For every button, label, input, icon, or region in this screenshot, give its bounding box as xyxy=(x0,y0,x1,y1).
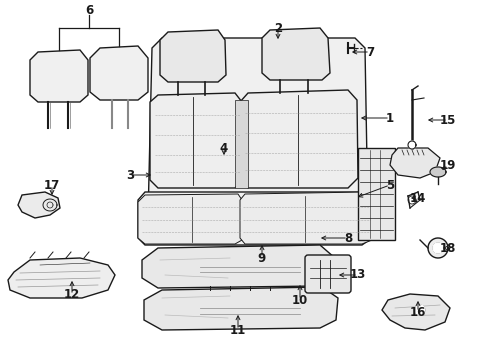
Polygon shape xyxy=(381,294,449,330)
Text: 3: 3 xyxy=(126,168,134,181)
Polygon shape xyxy=(427,238,447,258)
Text: 7: 7 xyxy=(365,45,373,59)
Polygon shape xyxy=(142,245,334,288)
Text: 16: 16 xyxy=(409,306,426,319)
Polygon shape xyxy=(30,50,88,102)
Text: 18: 18 xyxy=(439,242,455,255)
Polygon shape xyxy=(414,305,424,315)
Text: 19: 19 xyxy=(439,158,455,171)
Text: 10: 10 xyxy=(291,293,307,306)
Polygon shape xyxy=(357,148,394,240)
Polygon shape xyxy=(240,192,371,244)
Text: 12: 12 xyxy=(64,288,80,302)
Polygon shape xyxy=(18,192,60,218)
Polygon shape xyxy=(432,243,442,253)
Polygon shape xyxy=(262,28,329,80)
Text: 8: 8 xyxy=(343,231,351,244)
Polygon shape xyxy=(429,167,445,177)
Polygon shape xyxy=(143,287,337,330)
Polygon shape xyxy=(407,141,415,149)
Polygon shape xyxy=(138,192,371,245)
Polygon shape xyxy=(138,194,242,244)
Text: 4: 4 xyxy=(220,141,228,154)
Polygon shape xyxy=(240,90,357,188)
Text: 15: 15 xyxy=(439,113,455,126)
Text: 13: 13 xyxy=(349,269,366,282)
Text: 11: 11 xyxy=(229,324,245,337)
Polygon shape xyxy=(150,93,242,188)
Text: 5: 5 xyxy=(385,179,393,192)
Text: 1: 1 xyxy=(385,112,393,125)
Text: 14: 14 xyxy=(409,192,426,204)
Polygon shape xyxy=(90,46,148,100)
Text: 6: 6 xyxy=(85,4,93,17)
Polygon shape xyxy=(235,100,247,188)
Polygon shape xyxy=(148,38,367,230)
Text: 17: 17 xyxy=(44,179,60,192)
Polygon shape xyxy=(8,258,115,298)
Text: 9: 9 xyxy=(257,252,265,265)
Polygon shape xyxy=(389,148,439,178)
FancyBboxPatch shape xyxy=(305,255,350,293)
Polygon shape xyxy=(160,30,225,82)
Text: 2: 2 xyxy=(273,22,282,35)
